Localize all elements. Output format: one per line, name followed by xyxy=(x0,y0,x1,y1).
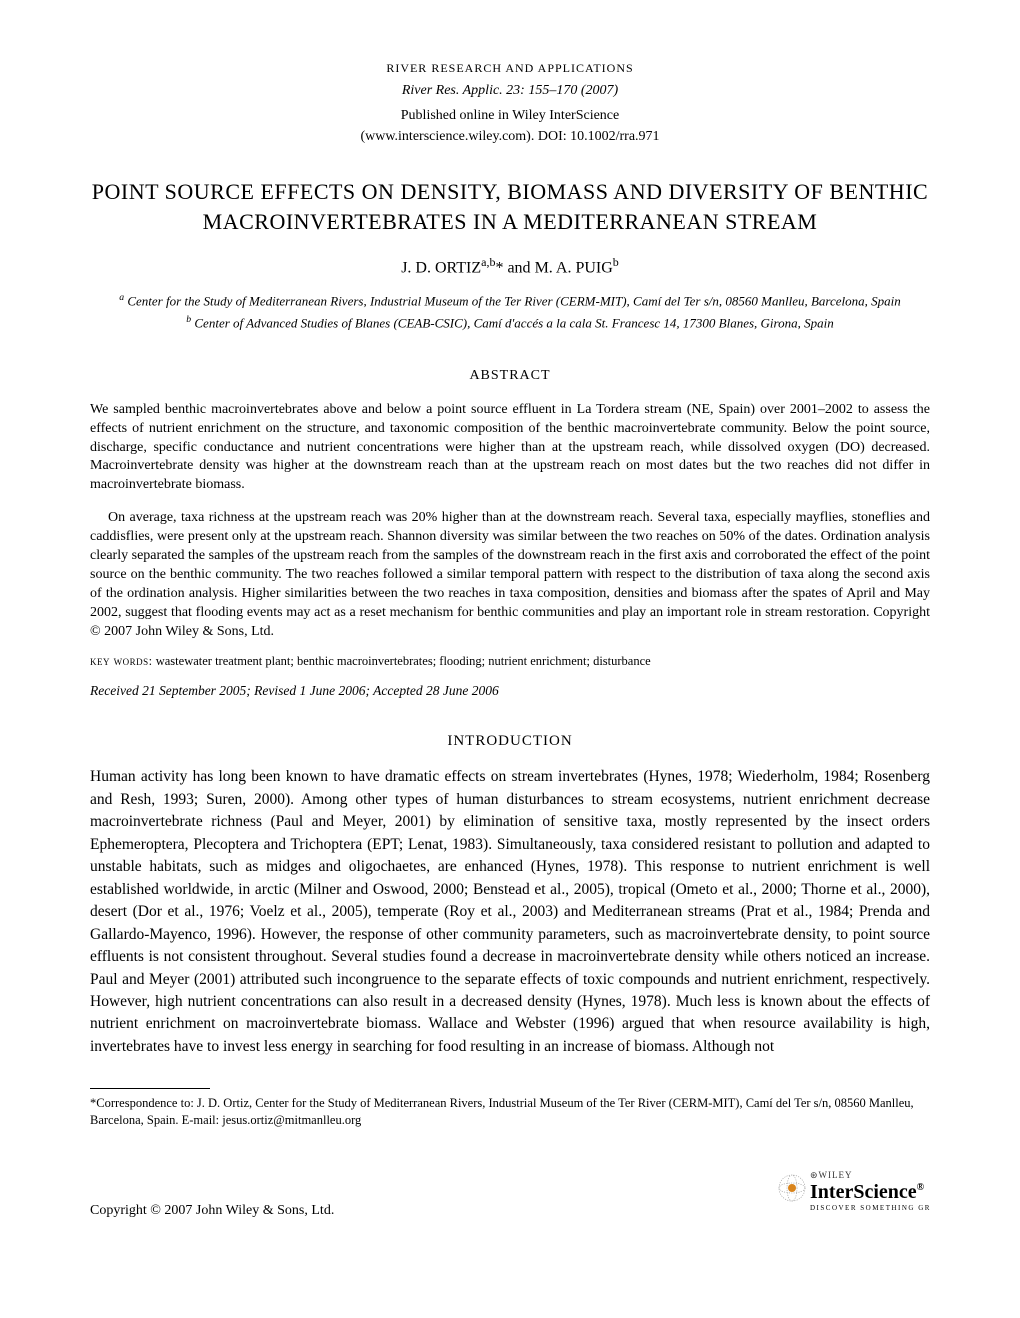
journal-citation: River Res. Applic. 23: 155–170 (2007) xyxy=(90,82,930,101)
keywords-text: wastewater treatment plant; benthic macr… xyxy=(153,654,651,668)
abstract-paragraph-1: We sampled benthic macroinvertebrates ab… xyxy=(90,401,930,495)
authors-and: and xyxy=(503,260,534,277)
abstract-paragraph-2: On average, taxa richness at the upstrea… xyxy=(90,509,930,641)
introduction-body: Human activity has long been known to ha… xyxy=(90,766,930,1058)
published-line: Published online in Wiley InterScience xyxy=(90,107,930,126)
wiley-text: ⊛WILEY xyxy=(810,1170,853,1180)
footnote-rule xyxy=(90,1088,210,1089)
interscience-logo-icon: ⊛WILEY InterScience® DISCOVER SOMETHING … xyxy=(770,1164,930,1214)
doi-line: (www.interscience.wiley.com). DOI: 10.10… xyxy=(90,128,930,147)
affiliation-a: a Center for the Study of Mediterranean … xyxy=(90,291,930,310)
page-footer: Copyright © 2007 John Wiley & Sons, Ltd.… xyxy=(90,1164,930,1220)
keywords-label: key words: xyxy=(90,654,153,668)
affiliation-b-text: Center of Advanced Studies of Blanes (CE… xyxy=(191,315,834,330)
correspondence-footnote: *Correspondence to: J. D. Ortiz, Center … xyxy=(90,1095,930,1129)
received-dates: Received 21 September 2005; Revised 1 Ju… xyxy=(90,682,930,700)
affiliation-b: b Center of Advanced Studies of Blanes (… xyxy=(90,313,930,332)
publisher-logo: ⊛WILEY InterScience® DISCOVER SOMETHING … xyxy=(770,1164,930,1220)
author-affil-sup-1: a,b xyxy=(481,255,495,269)
keywords: key words: wastewater treatment plant; b… xyxy=(90,653,930,670)
interscience-text: InterScience® xyxy=(810,1181,925,1203)
authors: J. D. ORTIZa,b* and M. A. PUIGb xyxy=(90,254,930,279)
introduction-heading: INTRODUCTION xyxy=(90,731,930,751)
affiliation-a-text: Center for the Study of Mediterranean Ri… xyxy=(124,293,901,308)
paper-header: RIVER RESEARCH AND APPLICATIONS River Re… xyxy=(90,60,930,147)
abstract-heading: ABSTRACT xyxy=(90,367,930,386)
author-affil-sup-2: b xyxy=(613,255,619,269)
journal-name: RIVER RESEARCH AND APPLICATIONS xyxy=(90,60,930,76)
author-name-2: M. A. PUIG xyxy=(535,260,613,277)
paper-title: POINT SOURCE EFFECTS ON DENSITY, BIOMASS… xyxy=(90,177,930,236)
copyright-text: Copyright © 2007 John Wiley & Sons, Ltd. xyxy=(90,1202,334,1221)
author-name-1: J. D. ORTIZ xyxy=(401,260,481,277)
discover-tagline: DISCOVER SOMETHING GREAT xyxy=(810,1204,930,1212)
